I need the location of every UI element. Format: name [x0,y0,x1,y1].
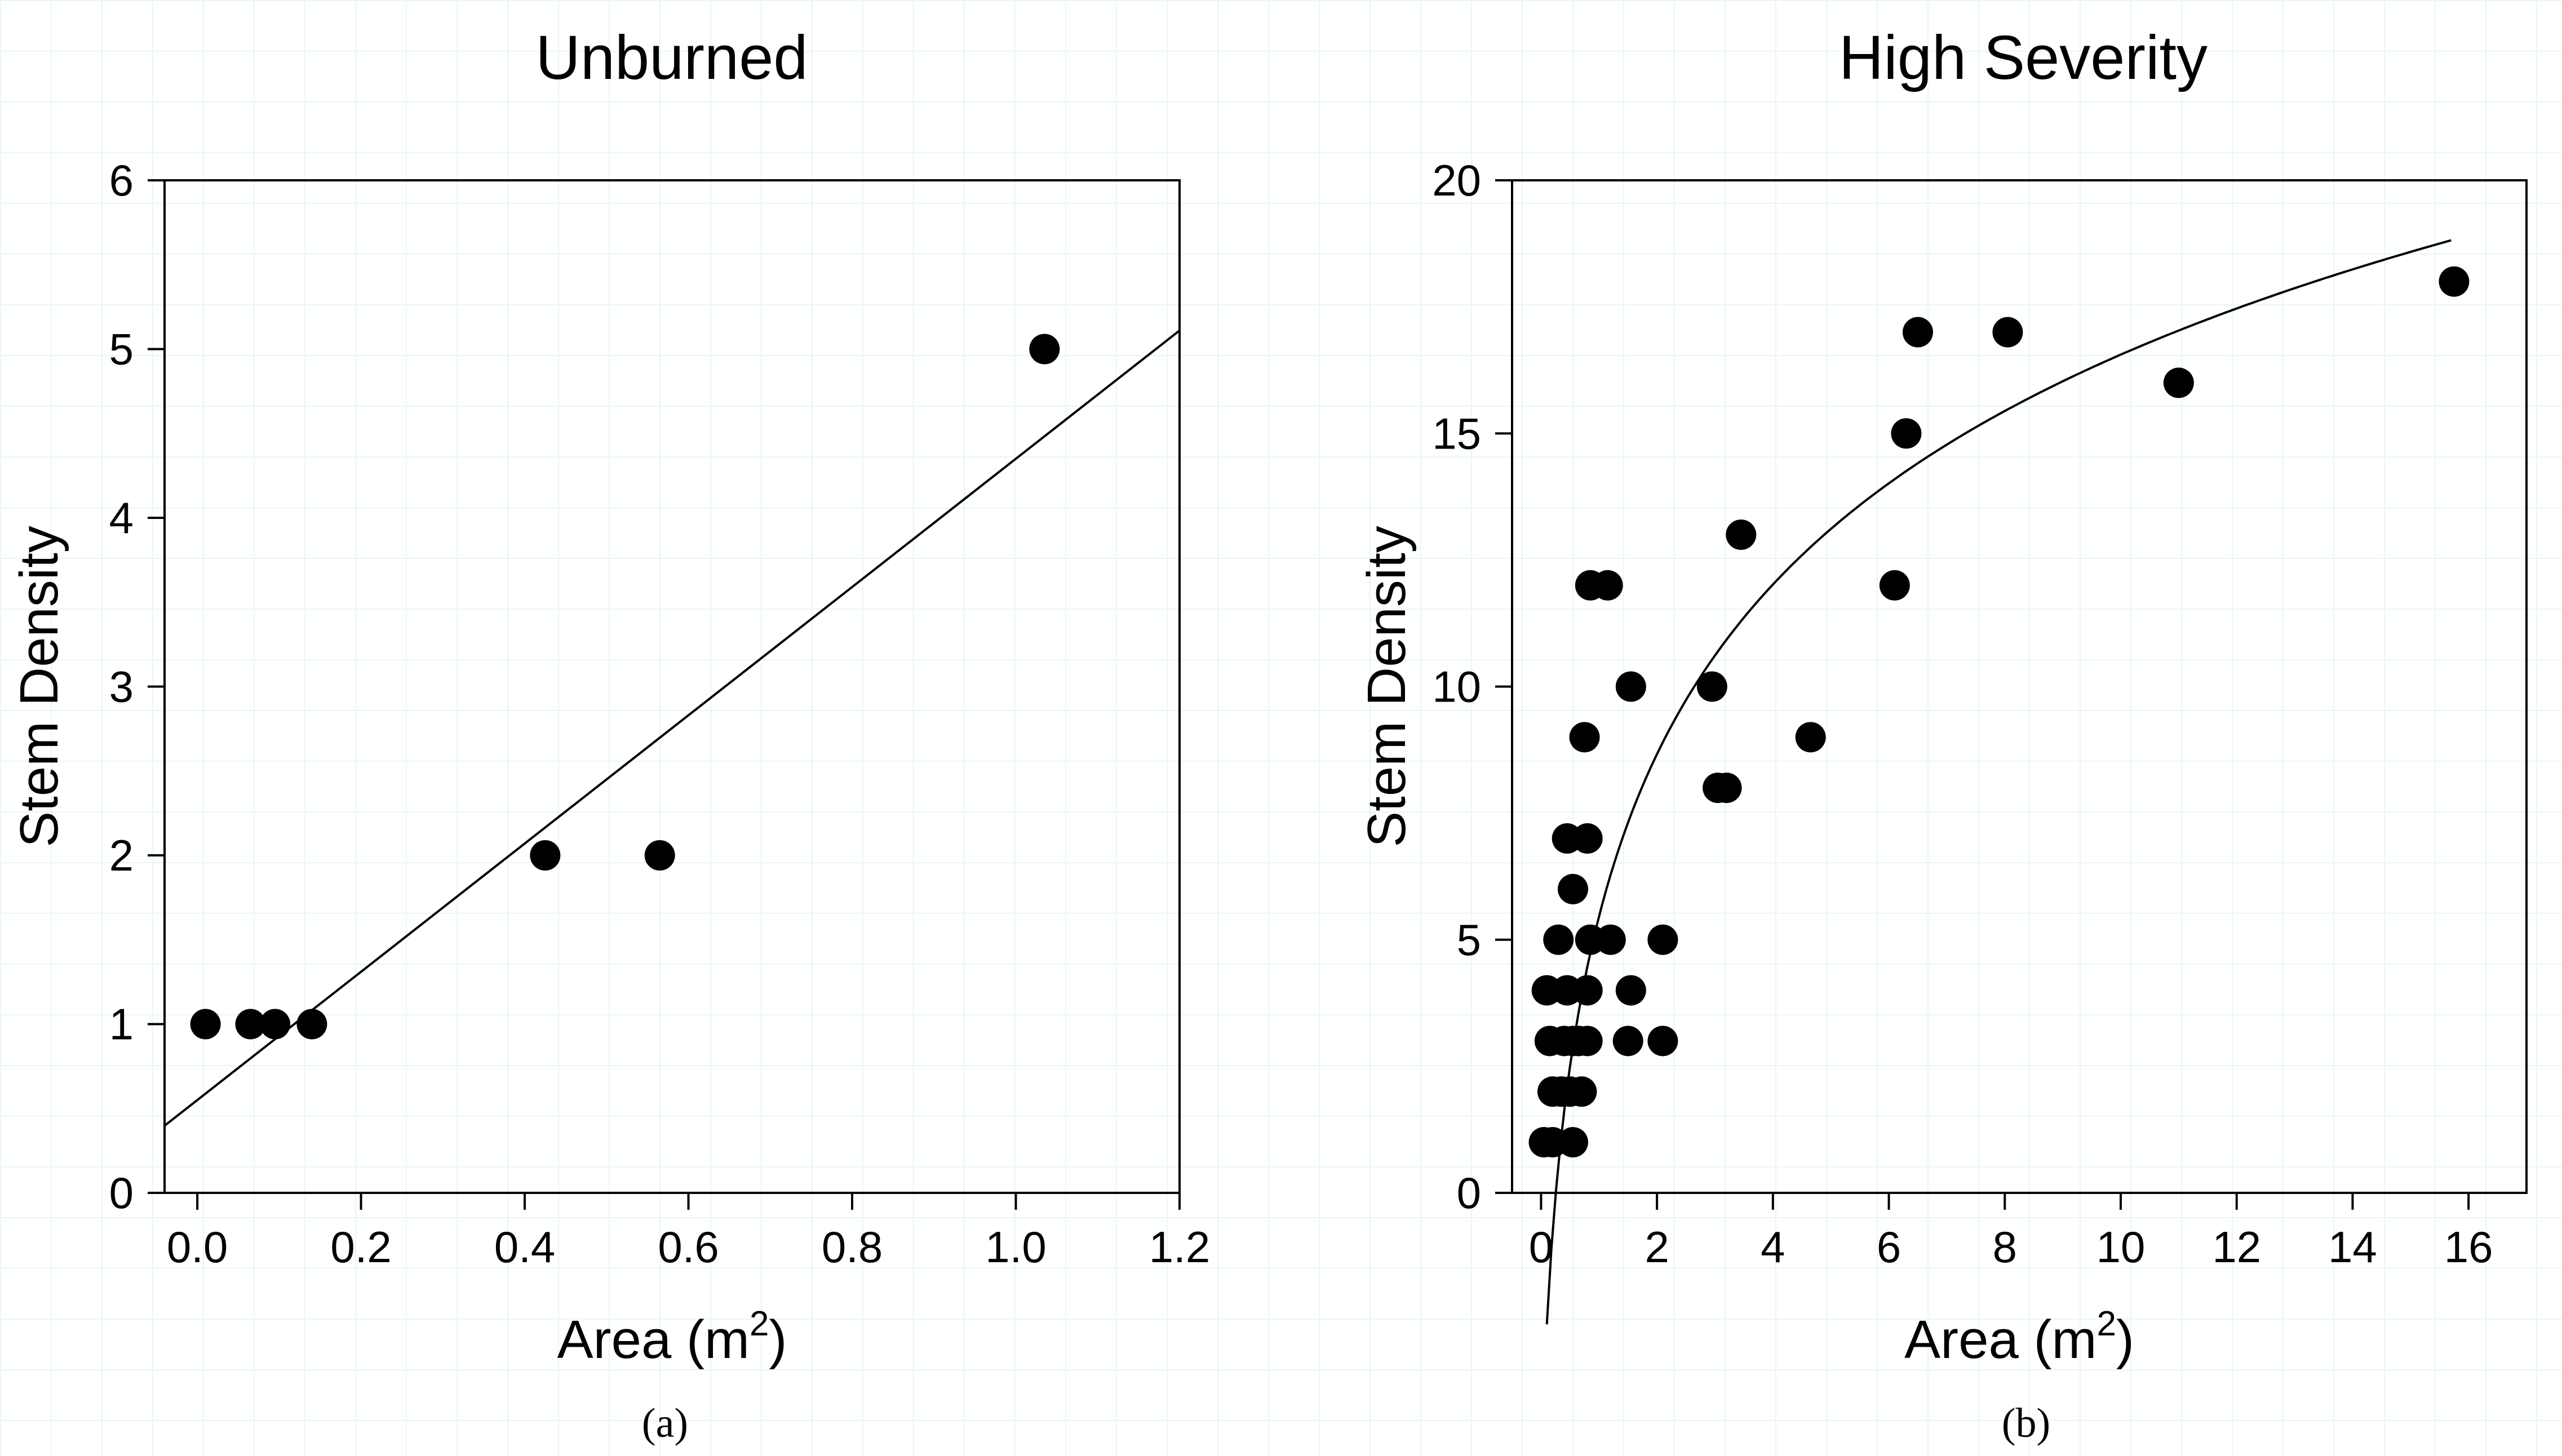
data-point [644,840,675,871]
data-point [190,1009,221,1040]
y-tick-label: 20 [1432,156,1481,205]
y-tick-label: 6 [109,156,134,205]
data-point [235,1009,266,1040]
data-point [1543,924,1574,955]
x-tick-label: 6 [1877,1222,1901,1272]
plot-frame [163,179,1181,1194]
x-tick-label: 0.0 [167,1222,228,1272]
data-point [1558,1127,1588,1158]
x-tick-label: 0.2 [330,1222,391,1272]
data-point [1647,1026,1678,1057]
y-tick-label: 15 [1432,409,1481,458]
data-point [1726,519,1757,550]
x-tick-label: 10 [2096,1222,2146,1272]
y-axis-label: Stem Density [1357,526,1417,847]
x-tick-label: 8 [1993,1222,2017,1272]
x-axis-label-text: Area (m [557,1309,750,1370]
x-axis-label-text: Area (m [1904,1309,2096,1370]
y-tick-label: 2 [109,831,134,880]
data-point [1572,975,1603,1006]
data-point [1992,317,2023,348]
chart-title: Unburned [535,23,808,92]
data-point [296,1009,327,1040]
x-axis-label: Area (m2) [557,1304,787,1370]
chart-panel-high-severity: High Severity 0 5 10 15 20 0 2 4 6 8 10 12 14 16 Stem D… [1357,23,2528,1446]
data-point [1595,924,1626,955]
x-tick-label: 0 [1529,1222,1553,1272]
y-tick-label: 5 [109,325,134,374]
data-point [1903,317,1933,348]
x-axis-label-superscript: 2 [2096,1304,2116,1343]
y-tick-label: 0 [1457,1168,1481,1218]
x-axis-label: Area (m2) [1904,1304,2134,1370]
fit-line [163,329,1181,1127]
data-point [1566,1076,1597,1107]
data-point [1647,924,1678,955]
data-point [1029,334,1060,365]
x-tick-label: 1.2 [1149,1222,1210,1272]
x-tick-label: 14 [2328,1222,2377,1272]
x-tick-label: 4 [1761,1222,1785,1272]
data-point [1879,570,1910,601]
chart-panel-unburned: Unburned 0 1 2 3 4 5 6 0.0 0.2 0.4 0.6 0.8 1.0 1.2 Stem… [9,23,1210,1446]
y-tick-label: 4 [109,493,134,543]
data-point [1592,570,1623,601]
data-point [2163,367,2194,398]
x-tick-label: 0.4 [494,1222,555,1272]
x-tick-label: 0.8 [822,1222,883,1272]
data-point [1795,722,1826,753]
y-axis-label: Stem Density [9,526,69,847]
y-tick-label: 1 [109,1000,134,1049]
chart-title: High Severity [1839,23,2208,92]
data-point [1696,671,1727,702]
y-tick-label: 10 [1432,662,1481,712]
y-tick-label: 0 [109,1168,134,1218]
panel-caption: (a) [642,1400,688,1446]
x-axis-label-superscript: 2 [750,1304,769,1343]
data-point [1615,671,1646,702]
x-axis-label-close: ) [2116,1309,2134,1370]
data-point [530,840,561,871]
x-tick-label: 0.6 [658,1222,719,1272]
y-tick-label: 5 [1457,915,1481,965]
x-axis-label-close: ) [769,1309,787,1370]
panel-caption: (b) [2002,1400,2050,1446]
x-tick-label: 2 [1645,1222,1669,1272]
x-tick-label: 12 [2212,1222,2261,1272]
fit-curve [1545,239,2452,1325]
data-point [1558,873,1588,904]
data-point [260,1009,291,1040]
data-point [1572,1026,1603,1057]
x-tick-label: 1.0 [985,1222,1046,1272]
data-point [1891,418,1922,449]
data-point [1569,722,1600,753]
x-tick-label: 16 [2444,1222,2493,1272]
data-point [1612,1026,1643,1057]
data-point [1572,823,1603,854]
y-tick-label: 3 [109,662,134,712]
data-point [1615,975,1646,1006]
data-point [2439,266,2470,297]
data-point [1711,773,1742,804]
